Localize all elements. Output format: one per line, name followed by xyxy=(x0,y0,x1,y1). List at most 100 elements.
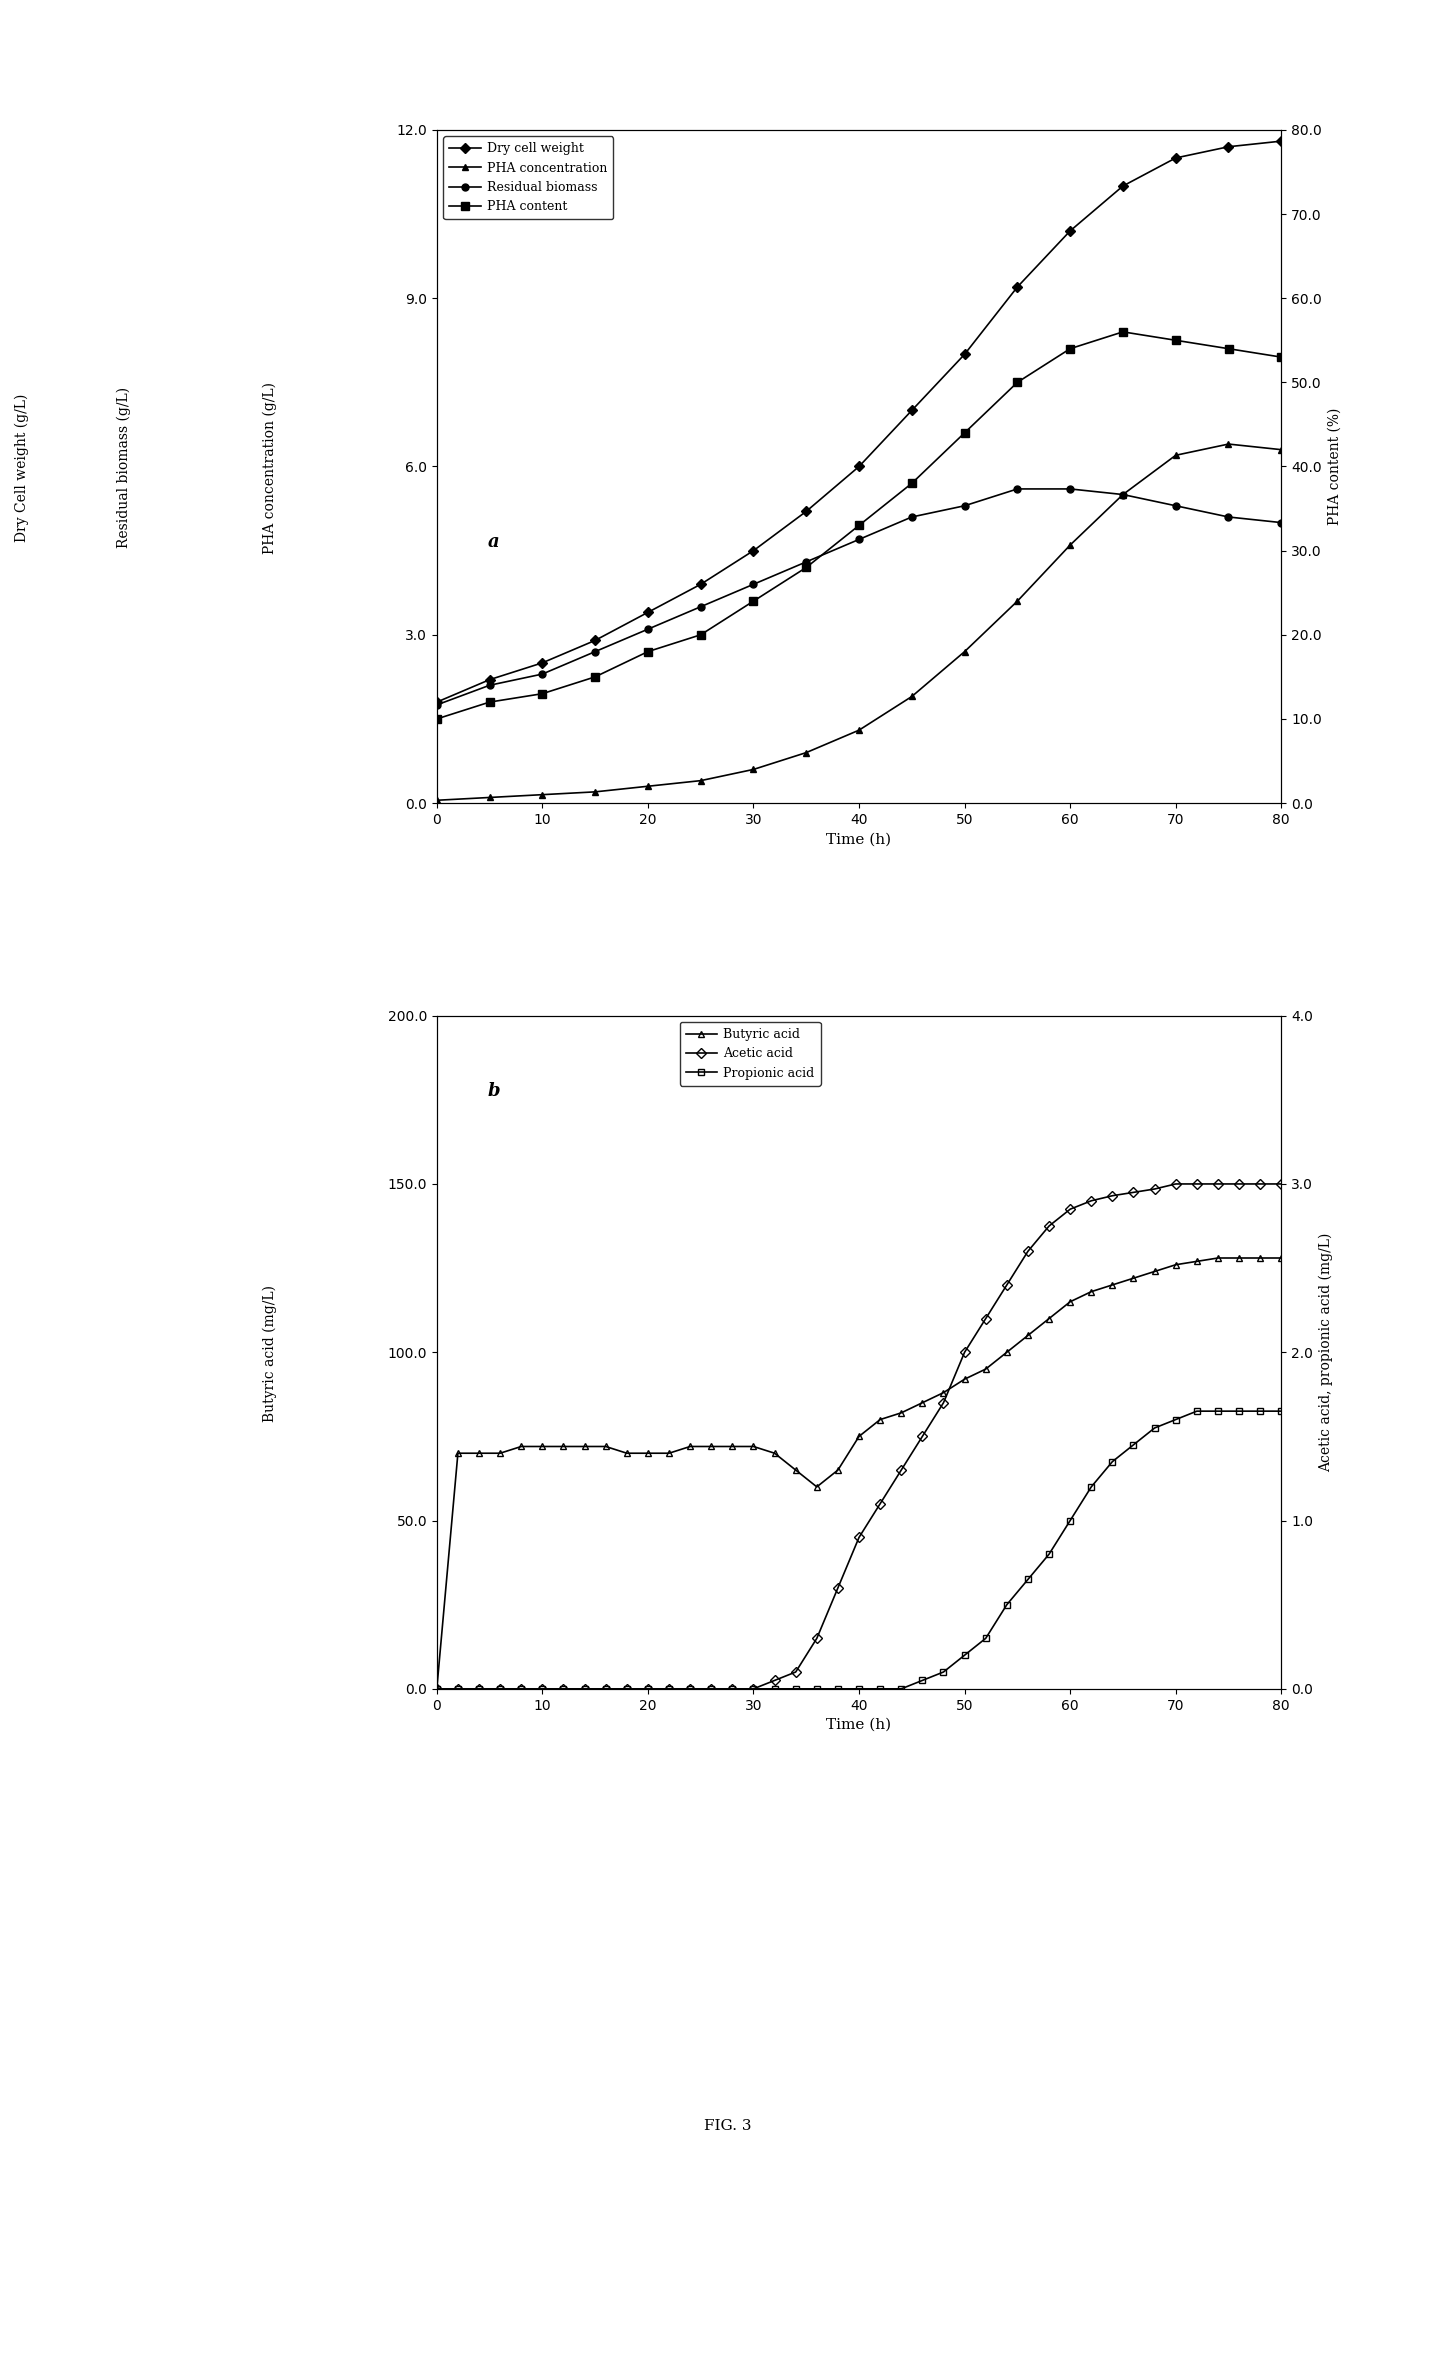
Dry cell weight xyxy=(955,340,973,368)
PHA content xyxy=(1166,326,1184,354)
PHA concentration xyxy=(1220,430,1238,458)
Propionic acid xyxy=(766,1675,783,1703)
Acetic acid xyxy=(1273,1169,1290,1198)
Acetic acid xyxy=(577,1675,594,1703)
Line: Propionic acid: Propionic acid xyxy=(434,1408,1284,1691)
Propionic acid xyxy=(1104,1448,1121,1476)
Acetic acid xyxy=(1230,1169,1248,1198)
Propionic acid xyxy=(850,1675,868,1703)
Dry cell weight xyxy=(534,650,552,678)
PHA concentration xyxy=(534,779,552,808)
Butyric acid xyxy=(1040,1304,1057,1332)
Propionic acid xyxy=(808,1675,826,1703)
Propionic acid xyxy=(1166,1405,1184,1434)
PHA concentration xyxy=(587,777,604,805)
Text: Butyric acid (mg/L): Butyric acid (mg/L) xyxy=(262,1285,277,1422)
Acetic acid xyxy=(703,1675,721,1703)
Residual biomass xyxy=(745,569,763,598)
Text: Residual biomass (g/L): Residual biomass (g/L) xyxy=(116,387,131,548)
Acetic acid xyxy=(830,1573,847,1601)
Propionic acid xyxy=(1019,1566,1037,1594)
Acetic acid xyxy=(808,1625,826,1653)
Dry cell weight xyxy=(1273,128,1290,156)
Residual biomass xyxy=(692,593,709,621)
Propionic acid xyxy=(555,1675,572,1703)
PHA content xyxy=(1061,335,1079,364)
Dry cell weight xyxy=(587,626,604,654)
Butyric acid xyxy=(1104,1271,1121,1299)
Butyric acid xyxy=(1146,1257,1163,1285)
Dry cell weight xyxy=(798,496,815,524)
PHA concentration xyxy=(428,787,446,815)
Propionic acid xyxy=(597,1675,614,1703)
Dry cell weight xyxy=(1009,274,1026,302)
Butyric acid xyxy=(850,1422,868,1450)
Propionic acid xyxy=(1208,1396,1226,1424)
PHA concentration xyxy=(1273,435,1290,463)
PHA content xyxy=(587,664,604,692)
Propionic acid xyxy=(1061,1507,1079,1535)
PHA content xyxy=(798,553,815,581)
Residual biomass xyxy=(534,659,552,687)
Y-axis label: Acetic acid, propionic acid (mg/L): Acetic acid, propionic acid (mg/L) xyxy=(1319,1233,1332,1472)
Propionic acid xyxy=(492,1675,510,1703)
Propionic acid xyxy=(513,1675,530,1703)
Butyric acid xyxy=(977,1356,994,1384)
Line: PHA concentration: PHA concentration xyxy=(434,442,1284,803)
Dry cell weight xyxy=(639,598,657,626)
Butyric acid xyxy=(1019,1320,1037,1349)
Y-axis label: PHA content (%): PHA content (%) xyxy=(1328,409,1341,524)
Butyric acid xyxy=(786,1455,804,1483)
Line: PHA content: PHA content xyxy=(432,328,1286,723)
Butyric acid xyxy=(513,1431,530,1460)
Acetic acid xyxy=(1208,1169,1226,1198)
Butyric acid xyxy=(428,1675,446,1703)
Butyric acid xyxy=(1124,1264,1142,1292)
Acetic acid xyxy=(1188,1169,1206,1198)
Residual biomass xyxy=(587,638,604,666)
Propionic acid xyxy=(681,1675,699,1703)
Acetic acid xyxy=(681,1675,699,1703)
PHA concentration xyxy=(903,683,920,711)
Acetic acid xyxy=(428,1675,446,1703)
Text: FIG. 3: FIG. 3 xyxy=(705,2119,751,2133)
Butyric acid xyxy=(1230,1245,1248,1273)
PHA concentration xyxy=(692,765,709,794)
Acetic acid xyxy=(1146,1174,1163,1202)
PHA content xyxy=(534,680,552,709)
Butyric acid xyxy=(766,1438,783,1467)
PHA concentration xyxy=(1009,586,1026,614)
Butyric acid xyxy=(935,1379,952,1408)
PHA content xyxy=(639,638,657,666)
Text: Dry Cell weight (g/L): Dry Cell weight (g/L) xyxy=(15,394,29,541)
Propionic acid xyxy=(450,1675,467,1703)
X-axis label: Time (h): Time (h) xyxy=(827,831,891,846)
Dry cell weight xyxy=(1220,132,1238,161)
Text: a: a xyxy=(488,534,499,550)
PHA concentration xyxy=(850,716,868,744)
Acetic acid xyxy=(1040,1212,1057,1240)
PHA content xyxy=(1220,335,1238,364)
Butyric acid xyxy=(745,1431,763,1460)
Acetic acid xyxy=(555,1675,572,1703)
Propionic acid xyxy=(935,1658,952,1686)
Legend: Butyric acid, Acetic acid, Propionic acid: Butyric acid, Acetic acid, Propionic aci… xyxy=(680,1023,821,1087)
Butyric acid xyxy=(724,1431,741,1460)
Propionic acid xyxy=(830,1675,847,1703)
Propionic acid xyxy=(1252,1396,1270,1424)
Propionic acid xyxy=(1124,1431,1142,1460)
PHA concentration xyxy=(480,784,498,813)
Butyric acid xyxy=(577,1431,594,1460)
Propionic acid xyxy=(955,1642,973,1670)
Line: Residual biomass: Residual biomass xyxy=(434,487,1284,709)
Acetic acid xyxy=(1019,1238,1037,1266)
Acetic acid xyxy=(999,1271,1016,1299)
Propionic acid xyxy=(786,1675,804,1703)
PHA content xyxy=(692,621,709,650)
Acetic acid xyxy=(745,1675,763,1703)
Butyric acid xyxy=(955,1365,973,1394)
Residual biomass xyxy=(1220,503,1238,531)
Acetic acid xyxy=(786,1658,804,1686)
Propionic acid xyxy=(977,1625,994,1653)
Propionic acid xyxy=(470,1675,488,1703)
